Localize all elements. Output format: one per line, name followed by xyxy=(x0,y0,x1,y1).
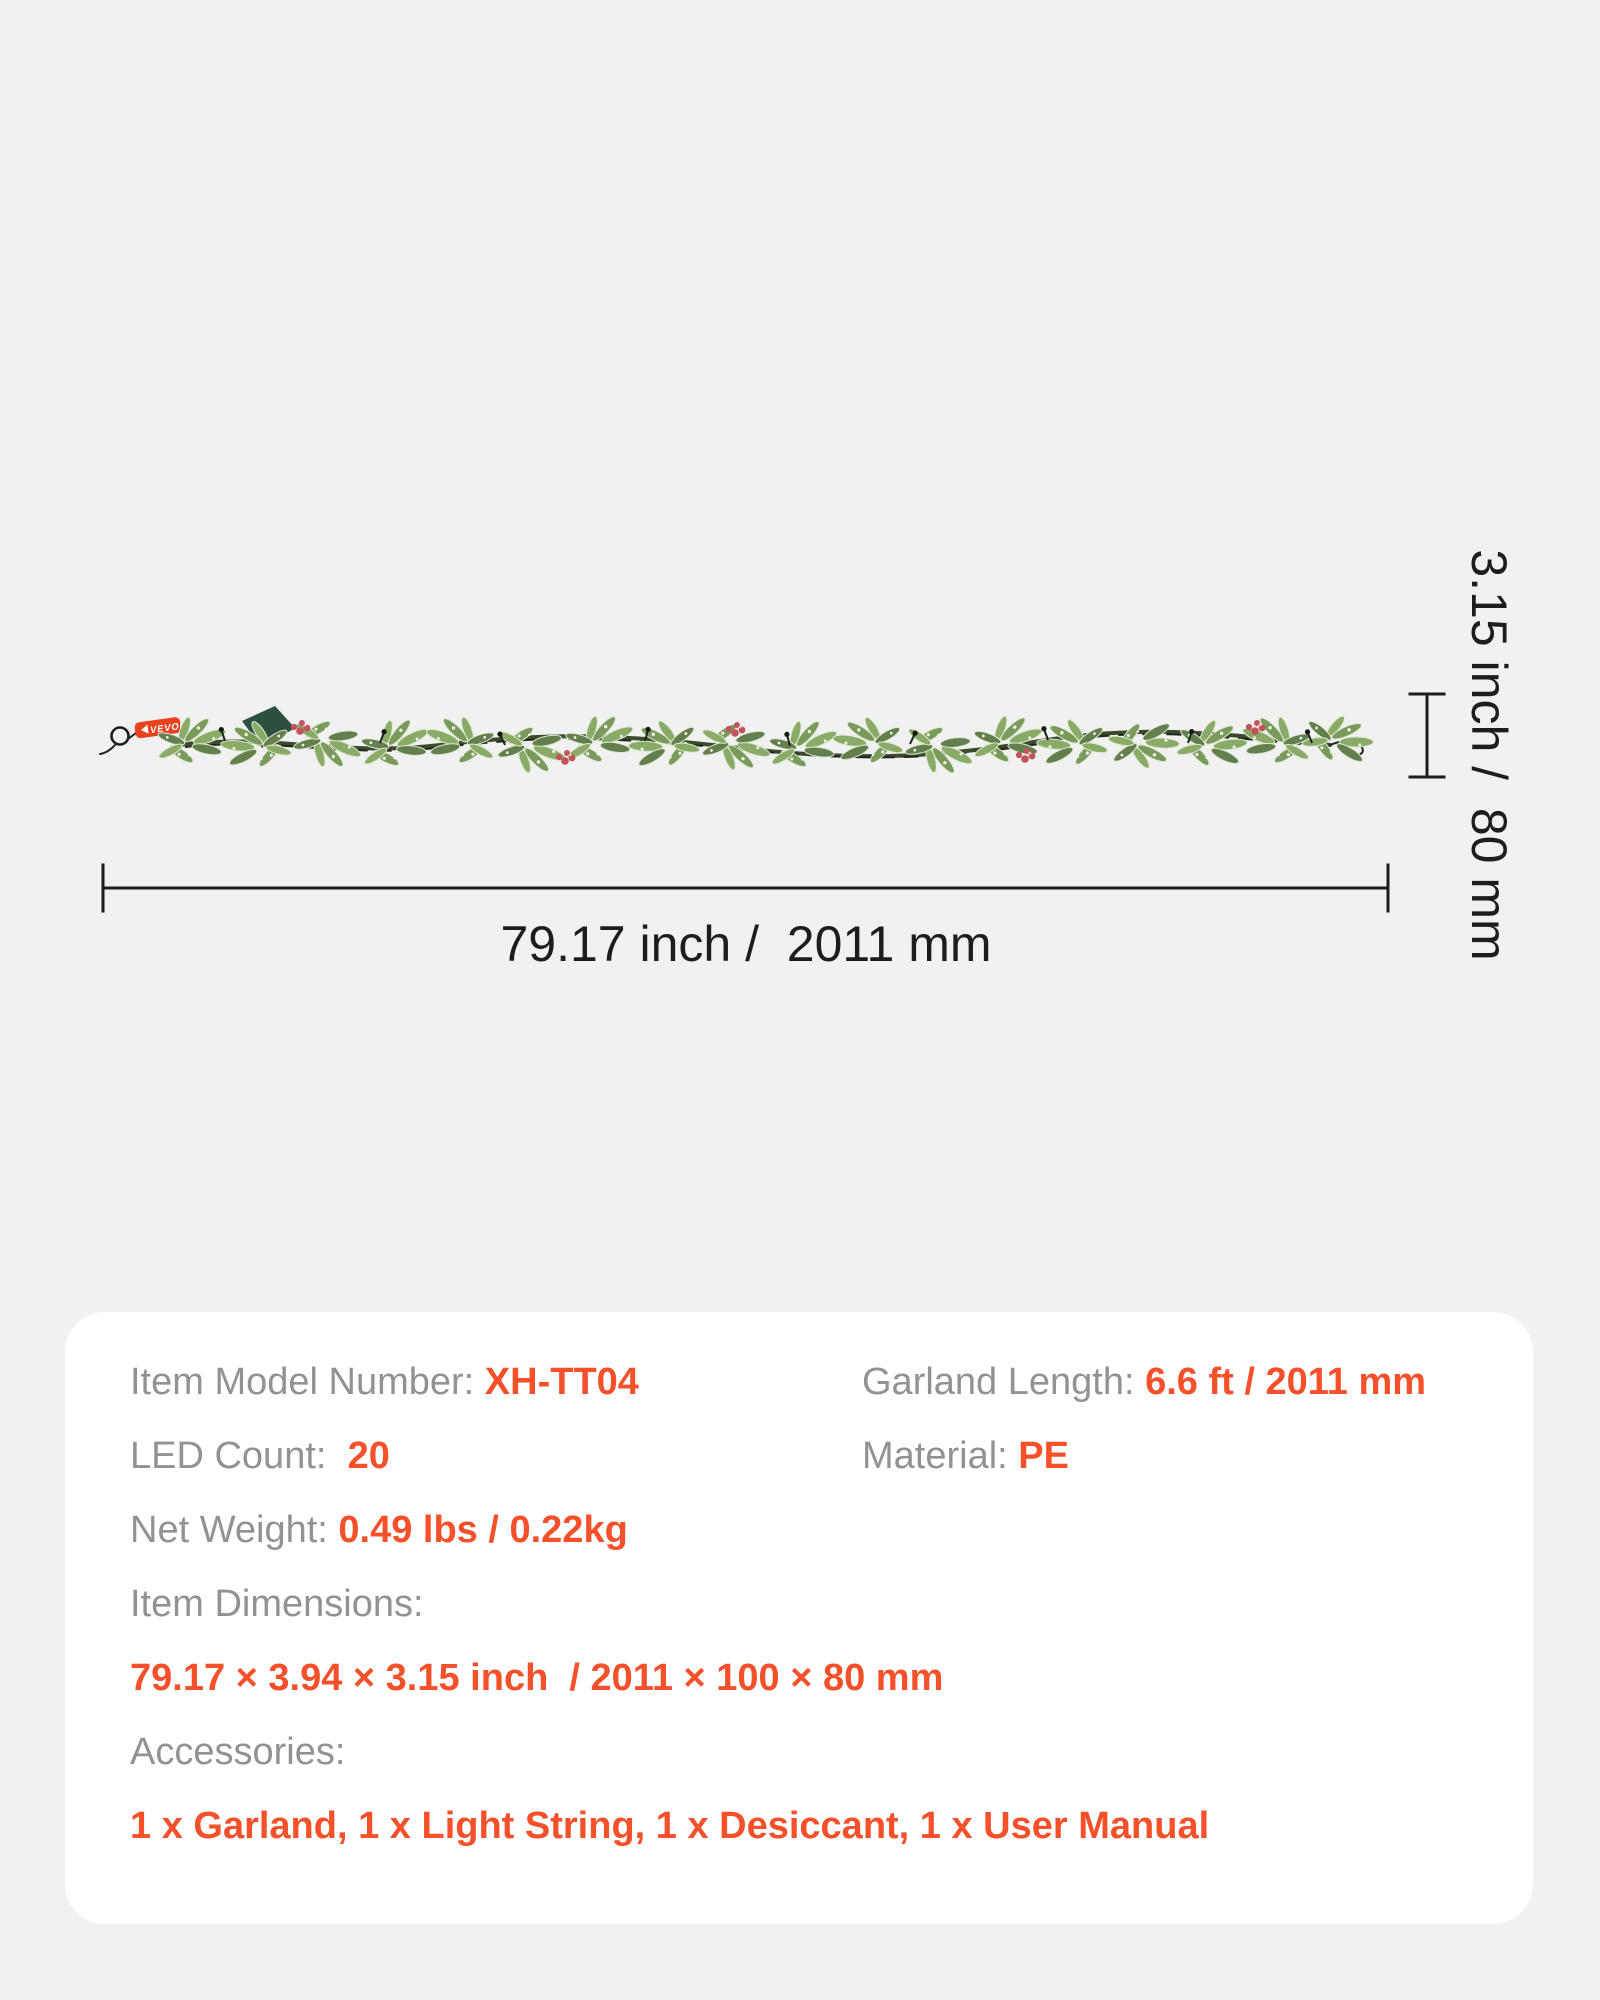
spec-value: 79.17 × 3.94 × 3.15 inch / 2011 × 100 × … xyxy=(130,1657,944,1699)
spec-value: 0.49 lbs / 0.22kg xyxy=(338,1509,628,1551)
spec-column-right: Garland Length: 6.6 ft / 2011 mm Materia… xyxy=(862,1345,1426,1493)
spec-label: Garland Length: xyxy=(862,1361,1146,1403)
spec-row-item-dimensions-value: 79.17 × 3.94 × 3.15 inch / 2011 × 100 × … xyxy=(130,1641,1209,1715)
hanging-ring xyxy=(110,726,130,746)
spec-column-left: Item Model Number: XH-TT04 LED Count: 20… xyxy=(130,1345,1209,1863)
spec-value: 1 x Garland, 1 x Light String, 1 x Desic… xyxy=(130,1805,1210,1847)
spec-value: 20 xyxy=(347,1435,390,1477)
spec-value: XH-TT04 xyxy=(484,1361,639,1403)
spec-label: Material: xyxy=(862,1435,1019,1477)
spec-row-accessories-value: 1 x Garland, 1 x Light String, 1 x Desic… xyxy=(130,1789,1209,1863)
spec-row-net-weight: Net Weight: 0.49 lbs / 0.22kg xyxy=(130,1493,1209,1567)
spec-value: 6.6 ft / 2011 mm xyxy=(1145,1361,1427,1403)
height-dimension-label: 3.15 inch / 80 mm xyxy=(1461,549,1517,961)
spec-row-led-count: LED Count: 20 xyxy=(130,1419,1209,1493)
length-dimension-line xyxy=(101,863,1390,913)
spec-row-material: Material: PE xyxy=(862,1419,1426,1493)
spec-card: Item Model Number: XH-TT04 LED Count: 20… xyxy=(65,1312,1533,1924)
spec-row-accessories-label: Accessories: xyxy=(130,1715,1209,1789)
spec-value: PE xyxy=(1018,1435,1069,1477)
spec-row-item-dimensions-label: Item Dimensions: xyxy=(130,1567,1209,1641)
spec-label: Item Dimensions: xyxy=(130,1583,424,1625)
spec-row-model: Item Model Number: XH-TT04 xyxy=(130,1345,1209,1419)
spec-label: Item Model Number: xyxy=(130,1361,485,1403)
spec-row-garland-length: Garland Length: 6.6 ft / 2011 mm xyxy=(862,1345,1426,1419)
garland-illustration: VEVOR xyxy=(99,705,1380,783)
brand-tag: VEVOR xyxy=(134,717,188,739)
spec-label: Accessories: xyxy=(130,1731,346,1773)
spec-label: LED Count: xyxy=(130,1435,348,1477)
spec-label: Net Weight: xyxy=(130,1509,339,1551)
height-dimension-bracket xyxy=(1408,692,1446,779)
length-dimension-label: 79.17 inch / 2011 mm xyxy=(500,916,992,972)
brand-tag-text: VEVOR xyxy=(149,720,187,736)
